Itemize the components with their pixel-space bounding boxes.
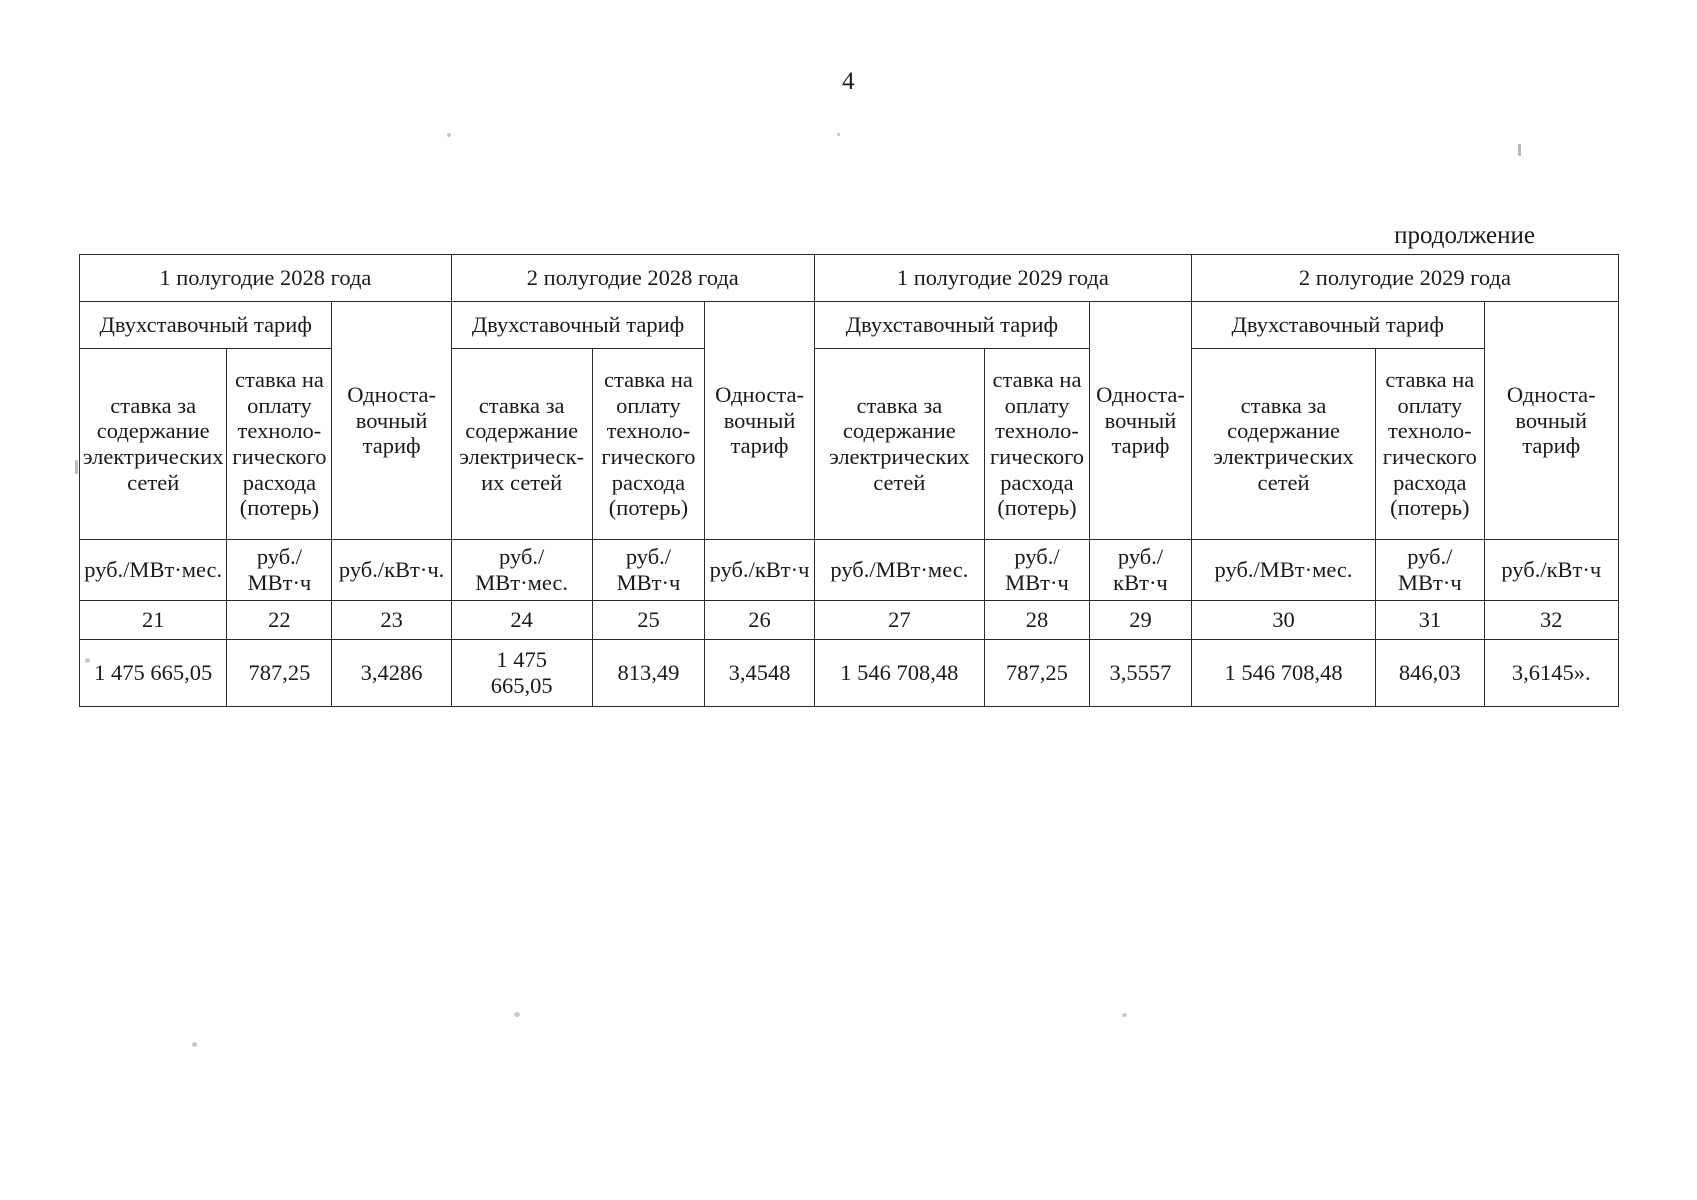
column-number: 24: [450, 600, 593, 640]
single-rate-header-2: Односта- вочный тариф: [704, 301, 815, 540]
unit-cell-31: руб./МВт·ч: [1375, 539, 1485, 601]
value-cell-32: 3,6145».: [1483, 639, 1619, 707]
header-maintenance-3: ставка за содержание электрических сетей: [813, 348, 985, 540]
scan-speckle: [192, 1042, 197, 1047]
value-cell-28: 787,25: [983, 639, 1091, 707]
scan-speckle: [837, 133, 840, 136]
header-losses-4: ставка на оплату техноло-гического расхода(…: [1375, 348, 1485, 540]
unit-cell-23: руб./кВт·ч.: [331, 539, 452, 601]
column-number: 32: [1483, 600, 1619, 640]
single-rate-line-2: вочный: [1104, 407, 1177, 433]
group-title-3: 1 полугодие 2029 года: [813, 254, 1192, 302]
value-cell-24: 1 475 665,05: [450, 639, 593, 707]
continuation-label: продолжение: [1394, 222, 1535, 249]
table-row-values: 1 475 665,05 787,25 3,4286 1 475 665,05 8…: [78, 639, 1619, 707]
two-rate-label-3: Двухставочный тариф: [813, 301, 1091, 349]
value-cell-25: 813,49: [591, 639, 706, 707]
unit-cell-24: руб./МВт·мес.: [450, 539, 593, 601]
scan-speckle: [75, 460, 78, 474]
header-losses-3: ставка на оплату техноло-гического расхода(…: [983, 348, 1091, 540]
value-cell-23: 3,4286: [331, 639, 452, 707]
group-title-4: 2 полугодие 2029 года: [1190, 254, 1620, 302]
scan-speckle: [514, 1012, 520, 1017]
scan-speckle: [1122, 1013, 1127, 1017]
scan-speckle: [447, 133, 451, 137]
value-cell-27: 1 546 708,48: [813, 639, 985, 707]
unit-cell-22: руб./МВт·ч: [226, 539, 333, 601]
two-rate-label-2: Двухставочный тариф: [450, 301, 706, 349]
value-cell-31: 846,03: [1375, 639, 1485, 707]
group-title-2: 2 полугодие 2028 года: [450, 254, 815, 302]
single-rate-line-1: Односта-: [1506, 382, 1596, 408]
header-maintenance-2: ставка за содержание электрическ-их сетей: [450, 348, 593, 540]
single-rate-line-2: вочный: [1515, 407, 1588, 433]
unit-cell-32: руб./кВт·ч: [1483, 539, 1619, 601]
column-number: 30: [1190, 600, 1377, 640]
value-cell-26: 3,4548: [704, 639, 815, 707]
column-number: 31: [1375, 600, 1485, 640]
value-cell-22: 787,25: [226, 639, 333, 707]
tariff-table: 1 полугодие 2028 года 2 полугодие 2028 г…: [78, 254, 1620, 707]
tariff-table-container: 1 полугодие 2028 года 2 полугодие 2028 г…: [78, 254, 1620, 707]
header-maintenance-4: ставка за содержание электрических сетей: [1190, 348, 1377, 540]
two-rate-label-4: Двухставочный тариф: [1190, 301, 1485, 349]
header-losses-2: ставка на оплату техноло-гического расхода(…: [591, 348, 706, 540]
value-cell-21: 1 475 665,05: [78, 639, 228, 707]
single-rate-line-3: тариф: [730, 433, 789, 459]
unit-cell-30: руб./МВт·мес.: [1190, 539, 1377, 601]
two-rate-label-1: Двухставочный тариф: [78, 301, 333, 349]
single-rate-line-3: тариф: [1522, 433, 1581, 459]
single-rate-header-3: Односта- вочный тариф: [1089, 301, 1192, 540]
single-rate-header-4: Односта- вочный тариф: [1483, 301, 1619, 540]
single-rate-line-2: вочный: [723, 407, 796, 433]
unit-cell-27: руб./МВт·мес.: [813, 539, 985, 601]
column-number: 28: [983, 600, 1091, 640]
unit-cell-28: руб./МВт·ч: [983, 539, 1091, 601]
page-number: 4: [842, 68, 855, 95]
single-rate-line-1: Односта-: [347, 382, 437, 408]
value-cell-30: 1 546 708,48: [1190, 639, 1377, 707]
column-number: 22: [226, 600, 333, 640]
single-rate-line-3: тариф: [362, 433, 421, 459]
value-cell-29: 3,5557: [1089, 639, 1192, 707]
group-title-1: 1 полугодие 2028 года: [79, 254, 452, 302]
single-rate-line-1: Односта-: [1096, 382, 1185, 408]
column-number: 26: [704, 600, 815, 640]
single-rate-line-3: тариф: [1111, 433, 1170, 459]
table-row-two-rate-labels: Двухставочный тариф Односта- вочный тари…: [78, 301, 1619, 540]
unit-cell-21: руб./МВт·мес.: [78, 539, 228, 601]
table-row-group-titles: 1 полугодие 2028 года 2 полугодие 2028 г…: [79, 254, 1620, 302]
unit-cell-25: руб./МВт·ч: [591, 539, 706, 601]
table-row-column-numbers: 21 22 23 24 25 26 27 28 29 30 31 32: [78, 600, 1619, 640]
single-rate-header-1: Односта- вочный тариф: [331, 301, 452, 540]
unit-cell-29: руб./кВт·ч: [1089, 539, 1192, 601]
single-rate-line-2: вочный: [355, 407, 428, 433]
column-number: 23: [331, 600, 452, 640]
column-number: 25: [591, 600, 706, 640]
column-number: 27: [813, 600, 985, 640]
table-row-units: руб./МВт·мес. руб./МВт·ч руб./кВт·ч. руб…: [78, 539, 1619, 601]
single-rate-line-1: Односта-: [715, 382, 804, 408]
table-row-column-headers: ставка за содержание электрических сетей ст…: [78, 348, 1619, 540]
scan-speckle: [1518, 144, 1521, 156]
header-losses-1: ставка на оплату техноло-гического расхода(…: [226, 348, 333, 540]
header-maintenance-1: ставка за содержание электрических сетей: [78, 348, 228, 540]
column-number: 21: [78, 600, 228, 640]
column-number: 29: [1089, 600, 1192, 640]
unit-cell-26: руб./кВт·ч: [704, 539, 815, 601]
